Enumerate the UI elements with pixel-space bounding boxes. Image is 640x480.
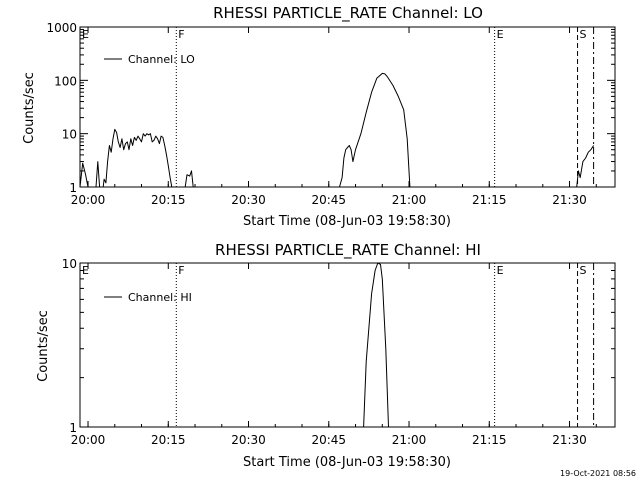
lo-y-tick-label: 1 xyxy=(69,181,77,195)
hi-x-tick-label: 20:30 xyxy=(231,433,266,447)
lo-marker-label: E xyxy=(497,28,504,41)
lo-series-line xyxy=(79,162,89,188)
lo-channel-panel: RHESSI PARTICLE_RATE Channel: LO Counts/… xyxy=(22,4,616,229)
lo-x-tick-label: 20:00 xyxy=(71,193,106,207)
hi-channel-panel: RHESSI PARTICLE_RATE Channel: HI Counts/… xyxy=(36,241,616,470)
lo-series-line xyxy=(184,170,195,188)
lo-marker-label: E xyxy=(82,28,89,41)
lo-x-tick-label: 21:00 xyxy=(392,193,427,207)
hi-chart-title: RHESSI PARTICLE_RATE Channel: HI xyxy=(215,241,481,260)
hi-x-tick-label: 21:00 xyxy=(392,433,427,447)
lo-x-tick-label: 20:30 xyxy=(231,193,266,207)
lo-chart-title: RHESSI PARTICLE_RATE Channel: LO xyxy=(213,4,483,23)
lo-marker-label: F xyxy=(178,28,184,41)
lo-y-tick-label: 100 xyxy=(54,74,77,88)
lo-y-axis-label: Counts/sec xyxy=(22,72,37,144)
lo-ticks: 20:00 20:15 20:30 20:45 21:00 21:15 21:30 1 10 10… xyxy=(46,21,615,207)
footer-timestamp: 19-Oct-2021 08:56 xyxy=(560,469,636,478)
hi-legend-label: Channel: HI xyxy=(128,291,192,304)
lo-x-tick-label: 20:45 xyxy=(311,193,346,207)
hi-y-axis-label: Counts/sec xyxy=(36,310,51,382)
hi-x-tick-label: 20:15 xyxy=(151,433,186,447)
lo-plot-frame xyxy=(79,26,616,188)
hi-series-line xyxy=(363,262,389,428)
lo-series-line xyxy=(95,161,101,188)
hi-x-tick-label: 20:45 xyxy=(311,433,346,447)
lo-y-tick-label: 10 xyxy=(62,128,77,142)
hi-marker-label: E xyxy=(497,264,504,277)
lo-marker-label: S xyxy=(580,28,587,41)
hi-marker-label: F xyxy=(178,264,184,277)
lo-x-tick-label: 21:15 xyxy=(472,193,507,207)
hi-y-tick-label: 10 xyxy=(62,257,77,271)
hi-series xyxy=(363,262,389,428)
hi-ticks: 20:00 20:15 20:30 20:45 21:00 21:15 21:30 1 10 xyxy=(62,257,615,447)
lo-y-tick-label: 1000 xyxy=(46,21,77,35)
hi-x-axis-label: Start Time (08-Jun-03 19:58:30) xyxy=(243,455,451,470)
lo-series xyxy=(79,72,595,188)
hi-legend: Channel: HI xyxy=(104,291,192,304)
lo-series-line xyxy=(102,128,174,188)
lo-x-axis-label: Start Time (08-Jun-03 19:58:30) xyxy=(243,214,451,229)
hi-marker-label: S xyxy=(580,264,587,277)
hi-y-tick-label: 1 xyxy=(69,421,77,435)
lo-series-line xyxy=(339,72,411,188)
lo-legend-label: Channel: LO xyxy=(128,53,195,66)
hi-marker-label: E xyxy=(82,264,89,277)
hi-x-tick-label: 21:15 xyxy=(472,433,507,447)
hi-plot-frame xyxy=(79,262,616,428)
hi-x-tick-label: 21:30 xyxy=(552,433,587,447)
hi-x-tick-label: 20:00 xyxy=(71,433,106,447)
lo-x-tick-label: 21:30 xyxy=(552,193,587,207)
lo-series-line xyxy=(576,145,595,188)
lo-x-tick-label: 20:15 xyxy=(151,193,186,207)
lo-legend: Channel: LO xyxy=(104,53,195,66)
